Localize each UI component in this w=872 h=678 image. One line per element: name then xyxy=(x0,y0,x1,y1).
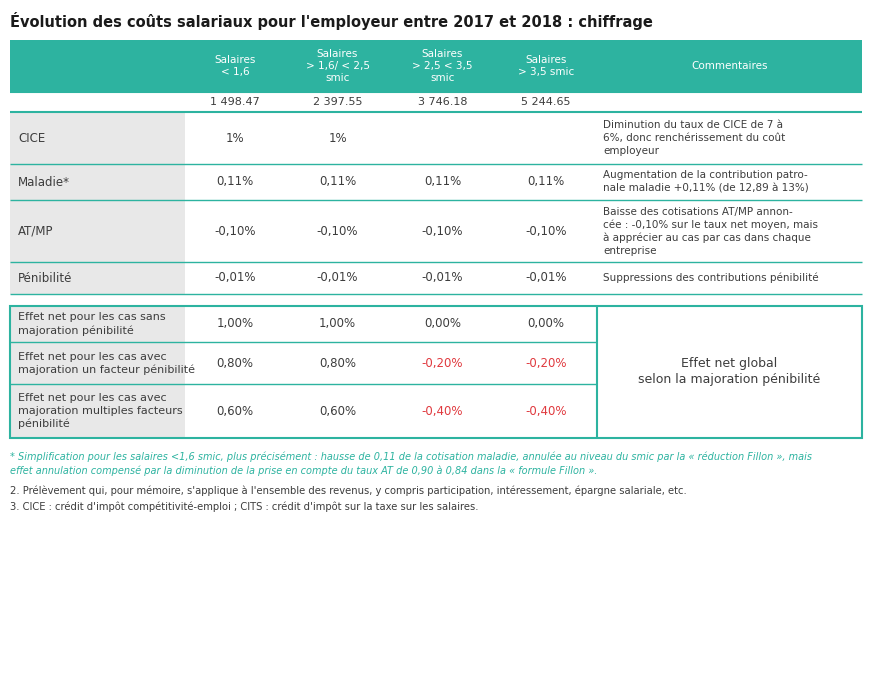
Text: -0,01%: -0,01% xyxy=(317,271,358,285)
Text: 0,80%: 0,80% xyxy=(319,357,356,370)
Text: effet annulation compensé par la diminution de la prise en compte du taux AT de : effet annulation compensé par la diminut… xyxy=(10,465,597,475)
Bar xyxy=(10,164,185,200)
Text: Commentaires: Commentaires xyxy=(691,61,767,71)
Text: 3. CICE : crédit d'impôt compétitivité-emploi ; CITS : crédit d'impôt sur la tax: 3. CICE : crédit d'impôt compétitivité-e… xyxy=(10,501,479,511)
Text: -0,01%: -0,01% xyxy=(422,271,463,285)
Text: Salaires
> 3,5 smic: Salaires > 3,5 smic xyxy=(518,55,574,77)
Text: Salaires
< 1,6: Salaires < 1,6 xyxy=(215,55,255,77)
Text: 0,11%: 0,11% xyxy=(216,176,254,188)
Bar xyxy=(10,92,862,112)
Text: 1 498.47: 1 498.47 xyxy=(210,97,260,107)
Bar xyxy=(597,200,862,262)
Text: selon la majoration pénibilité: selon la majoration pénibilité xyxy=(638,374,821,386)
Text: majoration pénibilité: majoration pénibilité xyxy=(18,325,133,336)
Text: Suppressions des contributions pénibilité: Suppressions des contributions pénibilit… xyxy=(603,273,819,283)
Bar xyxy=(597,262,862,294)
Text: Évolution des coûts salariaux pour l'employeur entre 2017 et 2018 : chiffrage: Évolution des coûts salariaux pour l'emp… xyxy=(10,12,653,30)
Bar xyxy=(185,200,597,262)
Text: -0,01%: -0,01% xyxy=(215,271,255,285)
Text: 5 244.65: 5 244.65 xyxy=(521,97,571,107)
Bar xyxy=(185,342,597,384)
Text: Baisse des cotisations AT/MP annon-: Baisse des cotisations AT/MP annon- xyxy=(603,207,793,216)
Text: Salaires
> 1,6/ < 2,5
smic: Salaires > 1,6/ < 2,5 smic xyxy=(305,49,370,83)
Text: 0,80%: 0,80% xyxy=(216,357,254,370)
Text: Salaires
> 2,5 < 3,5
smic: Salaires > 2,5 < 3,5 smic xyxy=(412,49,473,83)
Bar xyxy=(10,262,185,294)
Bar xyxy=(597,164,862,200)
Text: majoration un facteur pénibilité: majoration un facteur pénibilité xyxy=(18,364,195,375)
Text: 2 397.55: 2 397.55 xyxy=(313,97,362,107)
Text: 1%: 1% xyxy=(328,132,347,144)
Text: * Simplification pour les salaires <1,6 smic, plus précisément : hausse de 0,11 : * Simplification pour les salaires <1,6 … xyxy=(10,452,812,462)
Text: Pénibilité: Pénibilité xyxy=(18,271,72,285)
Text: Augmentation de la contribution patro-: Augmentation de la contribution patro- xyxy=(603,170,807,180)
Text: à apprécier au cas par cas dans chaque: à apprécier au cas par cas dans chaque xyxy=(603,233,811,243)
Text: -0,20%: -0,20% xyxy=(525,357,567,370)
Text: 1,00%: 1,00% xyxy=(216,317,254,330)
Text: 3 746.18: 3 746.18 xyxy=(418,97,467,107)
Text: Effet net global: Effet net global xyxy=(681,357,778,370)
Text: pénibilité: pénibilité xyxy=(18,419,70,429)
Text: Effet net pour les cas avec: Effet net pour les cas avec xyxy=(18,351,167,361)
Text: CICE: CICE xyxy=(18,132,45,144)
Text: Maladie*: Maladie* xyxy=(18,176,70,188)
Text: 0,00%: 0,00% xyxy=(424,317,461,330)
Text: Diminution du taux de CICE de 7 à: Diminution du taux de CICE de 7 à xyxy=(603,120,783,130)
Bar xyxy=(10,200,185,262)
Bar xyxy=(185,112,597,164)
Text: 1%: 1% xyxy=(226,132,244,144)
Text: -0,10%: -0,10% xyxy=(317,224,358,237)
Bar xyxy=(185,262,597,294)
Bar xyxy=(10,306,185,342)
Bar xyxy=(10,40,862,92)
Bar xyxy=(10,112,185,164)
Text: 0,11%: 0,11% xyxy=(319,176,356,188)
Text: -0,40%: -0,40% xyxy=(525,405,567,418)
Text: -0,20%: -0,20% xyxy=(422,357,463,370)
Text: Effet net pour les cas avec: Effet net pour les cas avec xyxy=(18,393,167,403)
Text: 0,11%: 0,11% xyxy=(424,176,461,188)
Text: 0,00%: 0,00% xyxy=(528,317,564,330)
Text: Effet net pour les cas sans: Effet net pour les cas sans xyxy=(18,313,166,323)
Text: nale maladie +0,11% (de 12,89 à 13%): nale maladie +0,11% (de 12,89 à 13%) xyxy=(603,184,808,193)
Text: -0,10%: -0,10% xyxy=(525,224,567,237)
Text: -0,10%: -0,10% xyxy=(215,224,255,237)
Bar xyxy=(597,112,862,164)
Text: AT/MP: AT/MP xyxy=(18,224,53,237)
Text: 0,60%: 0,60% xyxy=(216,405,254,418)
Bar xyxy=(10,384,185,438)
Text: 6%, donc renchérissement du coût: 6%, donc renchérissement du coût xyxy=(603,133,786,143)
Text: -0,01%: -0,01% xyxy=(525,271,567,285)
Text: -0,10%: -0,10% xyxy=(422,224,463,237)
Text: 2. Prélèvement qui, pour mémoire, s'applique à l'ensemble des revenus, y compris: 2. Prélèvement qui, pour mémoire, s'appl… xyxy=(10,486,687,496)
Text: -0,40%: -0,40% xyxy=(422,405,463,418)
Text: employeur: employeur xyxy=(603,146,659,156)
Text: 1,00%: 1,00% xyxy=(319,317,356,330)
Bar xyxy=(10,306,862,438)
Bar xyxy=(597,306,862,438)
Bar xyxy=(185,306,597,342)
Text: 0,60%: 0,60% xyxy=(319,405,356,418)
Bar xyxy=(185,164,597,200)
Bar xyxy=(185,384,597,438)
Text: 0,11%: 0,11% xyxy=(528,176,565,188)
Bar xyxy=(10,342,185,384)
Text: majoration multiples facteurs: majoration multiples facteurs xyxy=(18,406,182,416)
Text: entreprise: entreprise xyxy=(603,245,657,256)
Text: cée : -0,10% sur le taux net moyen, mais: cée : -0,10% sur le taux net moyen, mais xyxy=(603,219,818,230)
